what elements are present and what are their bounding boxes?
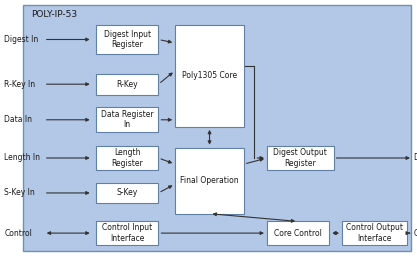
Bar bbox=[96, 107, 158, 132]
Text: R-Key In: R-Key In bbox=[4, 80, 35, 89]
Text: Control: Control bbox=[4, 229, 32, 238]
Text: POLY-IP-53: POLY-IP-53 bbox=[31, 10, 78, 19]
Text: Data In: Data In bbox=[4, 115, 32, 124]
Text: Final Operation: Final Operation bbox=[180, 176, 239, 185]
Text: S-Key In: S-Key In bbox=[4, 189, 35, 197]
Text: Digest In: Digest In bbox=[4, 35, 38, 44]
Bar bbox=[96, 221, 158, 245]
Bar bbox=[267, 146, 334, 170]
Text: Control Output
Interface: Control Output Interface bbox=[346, 224, 403, 243]
Text: Length
Register: Length Register bbox=[111, 148, 143, 168]
Text: R-Key: R-Key bbox=[116, 80, 138, 89]
Text: Digest Output
Register: Digest Output Register bbox=[273, 148, 327, 168]
Text: Control Out: Control Out bbox=[414, 229, 417, 238]
Bar bbox=[96, 146, 158, 170]
Text: Data Register
In: Data Register In bbox=[101, 110, 153, 130]
Bar bbox=[96, 74, 158, 95]
Text: Control Input
Interface: Control Input Interface bbox=[102, 224, 152, 243]
Bar bbox=[342, 221, 407, 245]
Text: Length In: Length In bbox=[4, 154, 40, 162]
Text: Poly1305 Core: Poly1305 Core bbox=[182, 71, 237, 80]
Bar bbox=[96, 183, 158, 203]
Bar bbox=[96, 25, 158, 54]
Text: S-Key: S-Key bbox=[117, 189, 138, 197]
Text: Core Control: Core Control bbox=[274, 229, 322, 238]
Text: Digest Out: Digest Out bbox=[414, 154, 417, 162]
Bar bbox=[175, 25, 244, 127]
Bar bbox=[175, 148, 244, 214]
Bar bbox=[267, 221, 329, 245]
Text: Digest Input
Register: Digest Input Register bbox=[103, 30, 151, 49]
